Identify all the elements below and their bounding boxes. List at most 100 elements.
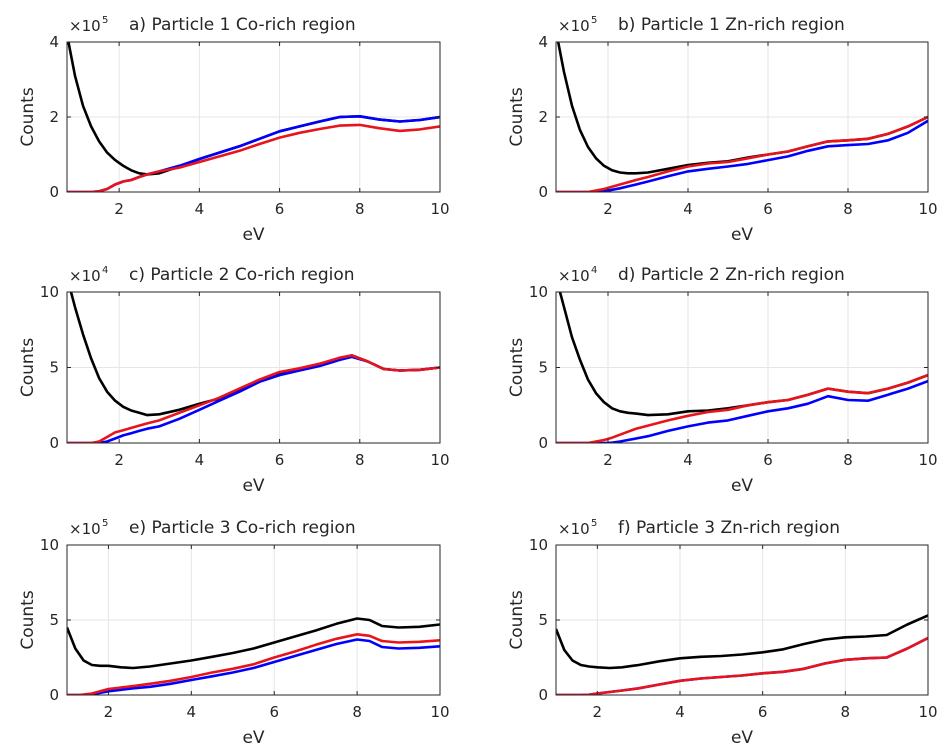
y-tick-label: 0 xyxy=(538,183,548,201)
series-line-black xyxy=(556,42,928,175)
y-tick-label: 5 xyxy=(49,611,59,629)
x-axis-label: eV xyxy=(242,728,264,748)
x-tick-label: 6 xyxy=(763,451,773,469)
x-tick-label: 8 xyxy=(843,451,853,469)
x-tick-label: 10 xyxy=(430,451,449,469)
x-tick-label: 2 xyxy=(114,451,124,469)
x-axis-label: eV xyxy=(731,476,753,496)
y-axis-label: Counts xyxy=(18,590,38,649)
x-tick-label: 8 xyxy=(355,451,365,469)
x-axis-label: eV xyxy=(242,225,264,245)
y-tick-label: 10 xyxy=(529,283,548,301)
x-tick-label: 8 xyxy=(843,200,853,218)
multiplier-exponent: 5 xyxy=(591,15,597,26)
multiplier-base: ×10 xyxy=(69,520,101,538)
series-line-black xyxy=(69,292,440,417)
chart-title: b) Particle 1 Zn-rich region xyxy=(618,15,845,35)
x-tick-label: 10 xyxy=(918,703,937,721)
y-axis-label: Counts xyxy=(507,87,527,146)
y-tick-label: 10 xyxy=(40,283,59,301)
x-tick-label: 8 xyxy=(355,200,365,218)
multiplier-base: ×10 xyxy=(69,17,101,35)
x-tick-label: 4 xyxy=(195,451,205,469)
axis-multiplier: ×10 5 xyxy=(558,518,597,538)
x-axis-label: eV xyxy=(731,225,753,245)
axis-multiplier: ×10 4 xyxy=(558,265,597,285)
axis-multiplier: ×10 5 xyxy=(69,15,108,35)
chart-panel-1: 2 4 6 8 10 0 2 4 eV Counts ×10 5 a) Particle 1 Co-ri… xyxy=(18,15,450,245)
chart-title: c) Particle 2 Co-rich region xyxy=(129,265,355,285)
x-tick-label: 8 xyxy=(352,703,362,721)
axis-multiplier: ×10 5 xyxy=(558,15,597,35)
y-tick-label: 4 xyxy=(49,33,59,51)
x-tick-label: 2 xyxy=(603,451,613,469)
multiplier-exponent: 5 xyxy=(591,518,597,529)
series-line-blue xyxy=(556,379,928,443)
chart-title: a) Particle 1 Co-rich region xyxy=(129,15,356,35)
multiplier-exponent: 5 xyxy=(102,518,108,529)
multiplier-base: ×10 xyxy=(558,17,590,35)
chart-panel-6: 2 4 6 8 10 0 5 10 eV Counts ×10 5 f) Particle 3 Zn-r… xyxy=(507,518,938,748)
y-tick-label: 5 xyxy=(538,359,548,377)
x-tick-label: 8 xyxy=(841,703,851,721)
y-axis-label: Counts xyxy=(507,590,527,649)
y-tick-label: 5 xyxy=(49,359,59,377)
x-tick-label: 6 xyxy=(758,703,768,721)
series-line-red xyxy=(67,123,440,192)
y-tick-label: 10 xyxy=(529,536,548,554)
x-axis-label: eV xyxy=(242,476,264,496)
y-tick-label: 4 xyxy=(538,33,548,51)
x-tick-label: 10 xyxy=(918,200,937,218)
multiplier-exponent: 4 xyxy=(102,265,108,276)
multiplier-base: ×10 xyxy=(558,267,590,285)
y-tick-label: 0 xyxy=(49,686,59,704)
chart-panel-2: 2 4 6 8 10 0 2 4 eV Counts ×10 5 b) Particle 1 Zn-ri… xyxy=(507,15,938,245)
y-axis-label: Counts xyxy=(507,338,527,397)
y-tick-label: 0 xyxy=(538,434,548,452)
x-tick-label: 2 xyxy=(593,703,603,721)
series-line-blue xyxy=(67,638,440,695)
x-axis-label: eV xyxy=(731,728,753,748)
x-tick-label: 6 xyxy=(275,451,285,469)
series-line-red xyxy=(67,633,440,695)
chart-title: e) Particle 3 Co-rich region xyxy=(129,518,356,538)
x-tick-label: 10 xyxy=(430,200,449,218)
multiplier-base: ×10 xyxy=(558,520,590,538)
series-line-red xyxy=(556,115,928,192)
y-tick-label: 2 xyxy=(538,108,548,126)
multiplier-base: ×10 xyxy=(69,267,101,285)
y-axis-label: Counts xyxy=(18,338,38,397)
y-tick-label: 0 xyxy=(538,686,548,704)
series-line-black xyxy=(558,292,928,417)
x-tick-label: 4 xyxy=(187,703,197,721)
x-tick-label: 2 xyxy=(603,200,613,218)
series-line-blue xyxy=(556,636,928,695)
x-tick-label: 2 xyxy=(104,703,114,721)
x-tick-label: 6 xyxy=(269,703,279,721)
series-line-red xyxy=(556,373,928,443)
chart-title: f) Particle 3 Zn-rich region xyxy=(618,518,840,538)
y-axis-label: Counts xyxy=(18,87,38,146)
series-line-blue xyxy=(556,119,928,192)
multiplier-exponent: 5 xyxy=(102,15,108,26)
axis-multiplier: ×10 5 xyxy=(69,518,108,538)
x-tick-label: 4 xyxy=(683,451,693,469)
x-tick-label: 10 xyxy=(430,703,449,721)
y-tick-label: 0 xyxy=(49,434,59,452)
y-tick-label: 10 xyxy=(40,536,59,554)
series-line-red xyxy=(67,354,440,443)
x-tick-label: 6 xyxy=(763,200,773,218)
x-tick-label: 4 xyxy=(675,703,685,721)
x-tick-label: 4 xyxy=(195,200,205,218)
x-tick-label: 4 xyxy=(683,200,693,218)
x-tick-label: 10 xyxy=(918,451,937,469)
multiplier-exponent: 4 xyxy=(591,265,597,276)
series-line-black xyxy=(67,42,440,176)
y-tick-label: 0 xyxy=(49,183,59,201)
x-tick-label: 6 xyxy=(275,200,285,218)
series-line-red xyxy=(556,636,928,695)
